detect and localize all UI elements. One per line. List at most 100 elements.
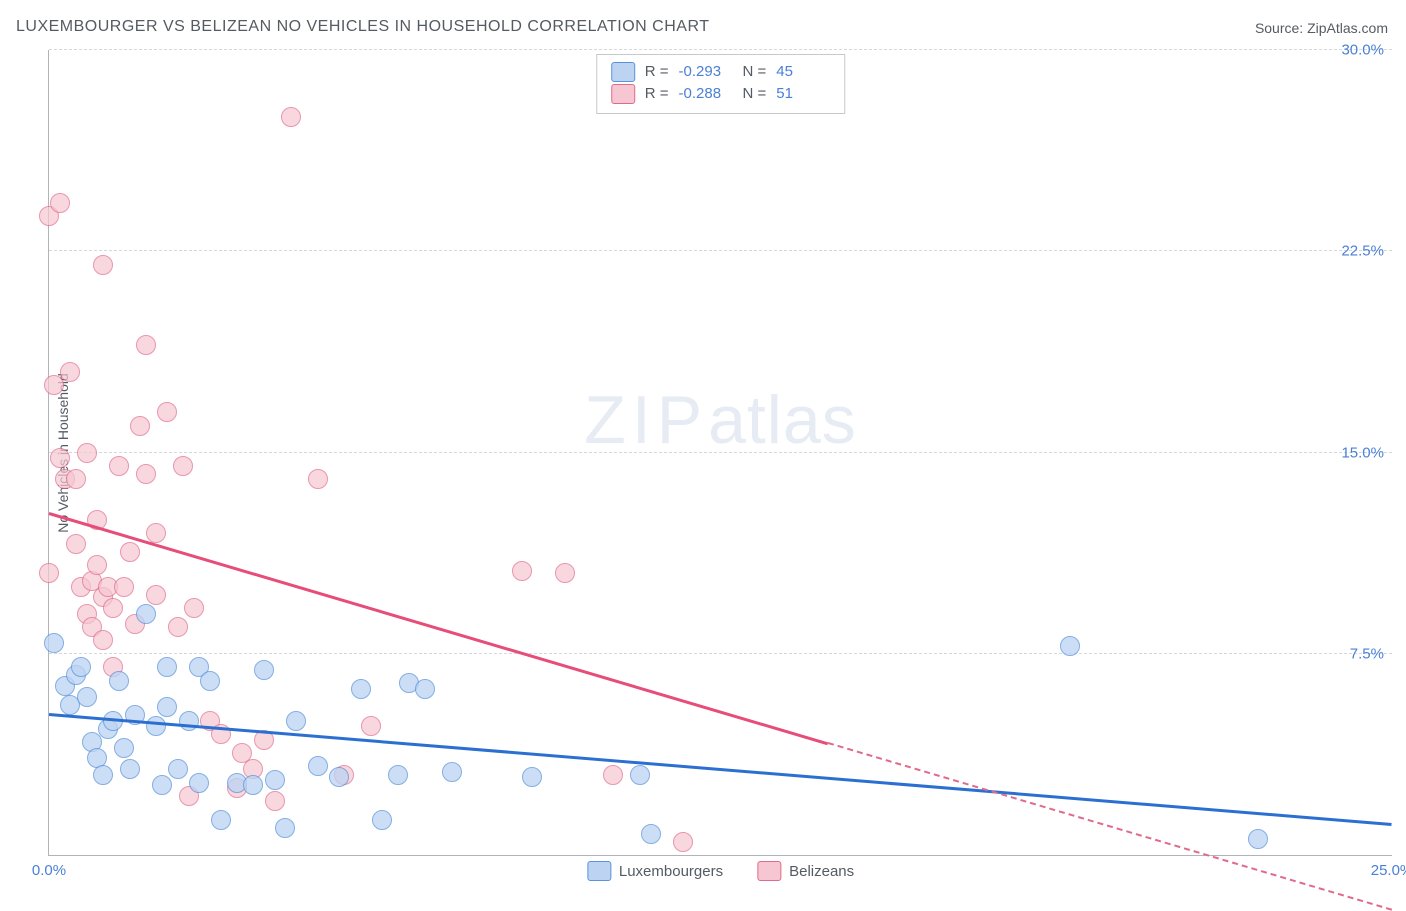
- belizeans-point: [361, 716, 381, 736]
- luxembourgers-point: [265, 770, 285, 790]
- chart-title: LUXEMBOURGER VS BELIZEAN NO VEHICLES IN …: [16, 18, 709, 36]
- belizeans-point: [130, 416, 150, 436]
- luxembourgers-point: [329, 767, 349, 787]
- y-tick-label: 15.0%: [1341, 444, 1384, 461]
- luxembourgers-point: [372, 810, 392, 830]
- belizeans-point: [109, 456, 129, 476]
- luxembourgers-point: [308, 756, 328, 776]
- belizeans-point: [60, 362, 80, 382]
- luxembourgers-point: [388, 765, 408, 785]
- watermark: ZIPatlas: [584, 381, 856, 459]
- luxembourgers-point: [93, 765, 113, 785]
- luxembourgers-point: [44, 633, 64, 653]
- n-label: N =: [743, 83, 767, 105]
- belizeans-point: [44, 375, 64, 395]
- legend-swatch-lux: [611, 62, 635, 82]
- legend-swatch-lux: [587, 861, 611, 881]
- luxembourgers-point: [442, 762, 462, 782]
- belizeans-point: [39, 563, 59, 583]
- source-attribution: Source: ZipAtlas.com: [1255, 20, 1388, 36]
- belizeans-point: [66, 469, 86, 489]
- luxembourgers-point: [77, 687, 97, 707]
- n-value-bel: 51: [776, 83, 830, 105]
- belizeans-point: [50, 193, 70, 213]
- belizeans-point: [114, 577, 134, 597]
- belizeans-point: [308, 469, 328, 489]
- belizeans-point: [281, 107, 301, 127]
- luxembourgers-point: [211, 810, 231, 830]
- series-legend-item: Luxembourgers: [587, 861, 723, 881]
- belizeans-point: [512, 561, 532, 581]
- x-tick-label: 0.0%: [32, 862, 66, 879]
- legend-swatch-bel: [757, 861, 781, 881]
- luxembourgers-point: [415, 679, 435, 699]
- luxembourgers-point: [1060, 636, 1080, 656]
- n-label: N =: [743, 61, 767, 83]
- r-value-lux: -0.293: [679, 61, 733, 83]
- luxembourgers-point: [254, 660, 274, 680]
- belizeans-point: [265, 791, 285, 811]
- belizeans-point: [66, 534, 86, 554]
- luxembourgers-point: [71, 657, 91, 677]
- luxembourgers-point: [522, 767, 542, 787]
- belizeans-point: [555, 563, 575, 583]
- watermark-atlas: atlas: [708, 382, 857, 458]
- luxembourgers-point: [243, 775, 263, 795]
- gridline: [49, 653, 1392, 654]
- belizeans-trendline-extrapolated: [828, 742, 1393, 911]
- luxembourgers-point: [1248, 829, 1268, 849]
- belizeans-point: [184, 598, 204, 618]
- luxembourgers-point: [120, 759, 140, 779]
- chart-container: LUXEMBOURGER VS BELIZEAN NO VEHICLES IN …: [0, 0, 1406, 892]
- luxembourgers-point: [114, 738, 134, 758]
- belizeans-point: [93, 255, 113, 275]
- belizeans-point: [77, 443, 97, 463]
- n-value-lux: 45: [776, 61, 830, 83]
- correlation-legend-row: R = -0.288 N = 51: [611, 83, 831, 105]
- gridline: [49, 49, 1392, 50]
- luxembourgers-point: [152, 775, 172, 795]
- luxembourgers-point: [641, 824, 661, 844]
- x-tick-label: 25.0%: [1371, 862, 1406, 879]
- belizeans-point: [673, 832, 693, 852]
- y-tick-label: 7.5%: [1350, 645, 1384, 662]
- r-label: R =: [645, 83, 669, 105]
- r-value-bel: -0.288: [679, 83, 733, 105]
- belizeans-point: [146, 523, 166, 543]
- series-legend-label: Belizeans: [789, 863, 854, 880]
- legend-swatch-bel: [611, 84, 635, 104]
- belizeans-point: [173, 456, 193, 476]
- belizeans-point: [168, 617, 188, 637]
- y-tick-label: 30.0%: [1341, 42, 1384, 59]
- series-legend-label: Luxembourgers: [619, 863, 723, 880]
- luxembourgers-point: [168, 759, 188, 779]
- luxembourgers-point: [286, 711, 306, 731]
- luxembourgers-point: [630, 765, 650, 785]
- correlation-legend-row: R = -0.293 N = 45: [611, 61, 831, 83]
- belizeans-point: [146, 585, 166, 605]
- luxembourgers-point: [200, 671, 220, 691]
- belizeans-point: [50, 448, 70, 468]
- luxembourgers-point: [351, 679, 371, 699]
- luxembourgers-point: [275, 818, 295, 838]
- luxembourgers-point: [146, 716, 166, 736]
- belizeans-point: [103, 598, 123, 618]
- luxembourgers-point: [157, 657, 177, 677]
- belizeans-point: [136, 335, 156, 355]
- luxembourgers-point: [109, 671, 129, 691]
- belizeans-point: [120, 542, 140, 562]
- gridline: [49, 250, 1392, 251]
- luxembourgers-point: [157, 697, 177, 717]
- r-label: R =: [645, 61, 669, 83]
- belizeans-point: [157, 402, 177, 422]
- y-tick-label: 22.5%: [1341, 243, 1384, 260]
- plot-area: No Vehicles in Household ZIPatlas R = -0…: [48, 50, 1392, 856]
- belizeans-point: [136, 464, 156, 484]
- series-legend: Luxembourgers Belizeans: [587, 861, 854, 881]
- luxembourgers-point: [189, 773, 209, 793]
- correlation-legend: R = -0.293 N = 45 R = -0.288 N = 51: [596, 54, 846, 114]
- belizeans-point: [603, 765, 623, 785]
- watermark-zip: ZIP: [584, 382, 708, 458]
- series-legend-item: Belizeans: [757, 861, 854, 881]
- belizeans-point: [93, 630, 113, 650]
